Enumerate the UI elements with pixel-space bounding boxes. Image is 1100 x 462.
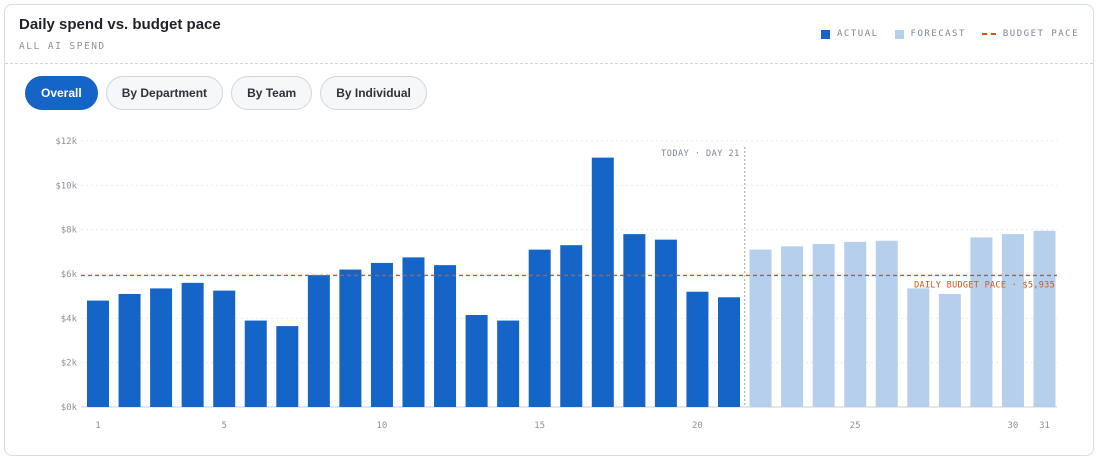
page-title: Daily spend vs. budget pace — [19, 16, 221, 33]
x-tick-label: 30 — [1008, 421, 1019, 431]
bar-forecast — [938, 293, 961, 407]
bar-forecast — [812, 244, 835, 407]
legend-label-budget-pace: BUDGET PACE — [1002, 29, 1079, 39]
y-tick-label: $6k — [61, 270, 78, 280]
bar-actual — [276, 326, 299, 407]
bar-actual — [686, 291, 709, 407]
card-header: Daily spend vs. budget pace ALL AI SPEND… — [5, 5, 1093, 64]
bar-actual — [402, 257, 425, 407]
y-tick-label: $8k — [61, 226, 78, 236]
legend-item-budget-pace: BUDGET PACE — [981, 29, 1079, 39]
y-tick-label: $2k — [61, 359, 78, 369]
tab-overall[interactable]: Overall — [25, 76, 98, 110]
y-tick-label: $0k — [61, 403, 78, 413]
bar-actual — [465, 315, 488, 407]
bar-actual — [87, 300, 109, 407]
today-label: TODAY · DAY 21 — [661, 149, 740, 159]
bar-actual — [150, 288, 173, 407]
legend-item-actual: ACTUAL — [821, 29, 879, 39]
chart-card: Daily spend vs. budget pace ALL AI SPEND… — [4, 4, 1094, 456]
view-tabs: Overall By Department By Team By Individ… — [25, 76, 435, 110]
bar-actual — [623, 234, 646, 407]
x-tick-label: 5 — [221, 421, 226, 431]
tab-by-individual[interactable]: By Individual — [320, 76, 427, 110]
bar-actual — [434, 265, 457, 407]
bar-actual — [118, 293, 141, 407]
bar-forecast — [875, 240, 898, 407]
x-tick-label: 1 — [95, 421, 100, 431]
y-tick-label: $12k — [55, 137, 77, 147]
legend-swatch-actual — [821, 29, 831, 39]
tab-by-department[interactable]: By Department — [105, 76, 224, 110]
page-subtitle: ALL AI SPEND — [19, 41, 106, 52]
bar-actual — [181, 282, 204, 407]
bar-actual — [213, 290, 236, 407]
x-tick-label: 10 — [377, 421, 388, 431]
x-tick-label: 15 — [534, 421, 545, 431]
bar-chart: $0k $2k $4k $6k $8k $10k $12k TODAY · DAY 21 DAI… — [55, 137, 1057, 431]
x-tick-label: 31 — [1039, 421, 1050, 431]
bar-actual — [591, 157, 614, 407]
bar-actual — [370, 262, 393, 407]
bar-forecast — [970, 237, 993, 407]
x-tick-label: 25 — [850, 421, 861, 431]
bar-actual — [718, 297, 740, 407]
legend-line-budget-pace — [981, 33, 996, 35]
y-tick-label: $10k — [55, 181, 77, 191]
bar-actual — [560, 245, 583, 407]
bar-forecast — [844, 241, 867, 407]
bar-forecast — [1001, 234, 1024, 407]
bar-actual — [307, 275, 330, 407]
bar-actual — [339, 269, 362, 407]
bar-actual — [497, 320, 520, 407]
legend: ACTUAL FORECAST BUDGET PACE — [805, 29, 1079, 39]
legend-swatch-forecast — [894, 29, 904, 39]
bar-actual — [244, 320, 267, 407]
legend-label-forecast: FORECAST — [910, 29, 966, 39]
bar-forecast — [749, 249, 772, 407]
bar-forecast — [1033, 230, 1056, 407]
bar-actual — [654, 239, 677, 407]
bar-forecast — [907, 288, 930, 407]
bar-forecast — [781, 246, 804, 407]
budget-pace-label: DAILY BUDGET PACE · $5,935 — [914, 280, 1055, 290]
bar-actual — [528, 249, 551, 407]
x-tick-label: 20 — [692, 421, 703, 431]
tab-by-team[interactable]: By Team — [231, 76, 313, 110]
legend-label-actual: ACTUAL — [837, 29, 879, 39]
y-tick-label: $4k — [61, 314, 78, 324]
legend-item-forecast: FORECAST — [894, 29, 966, 39]
